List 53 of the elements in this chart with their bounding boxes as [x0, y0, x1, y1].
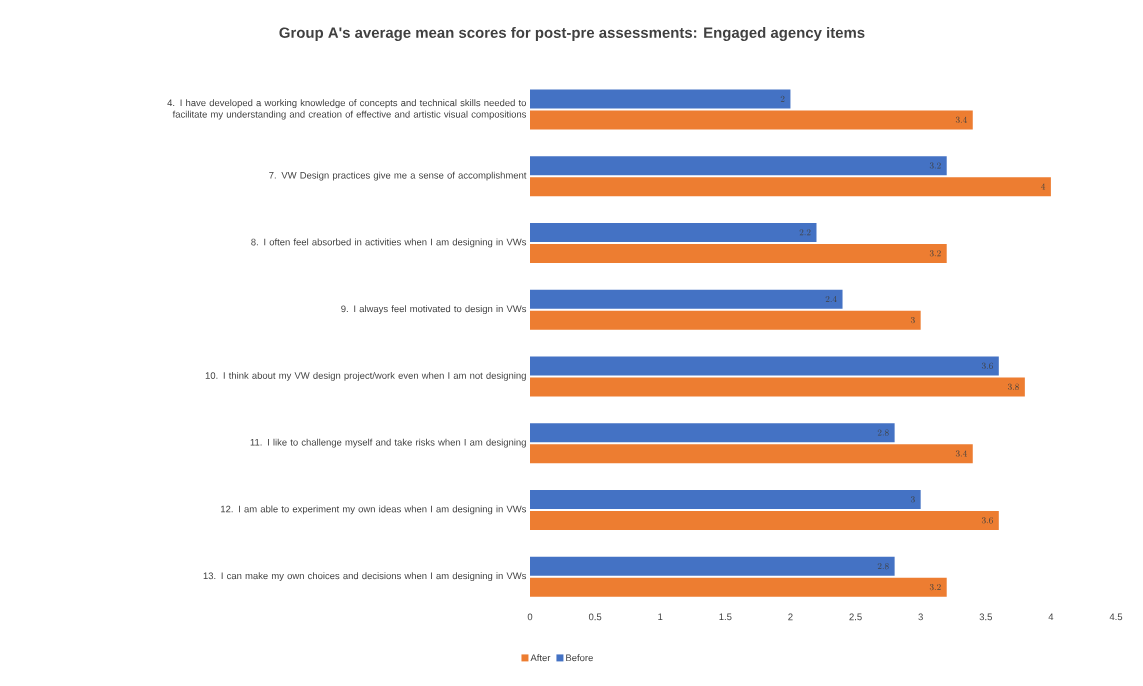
bar	[530, 289, 843, 309]
x-tick-label: 2	[788, 613, 793, 621]
bar	[530, 110, 973, 130]
x-tick-label: 0.5	[588, 613, 602, 621]
y-tick-label: 13. I can make my own choices and decisions when I am designing in VWs	[203, 572, 527, 582]
bar	[530, 377, 1025, 397]
x-tick-label: 4.5	[1109, 613, 1123, 621]
x-tick-label: 4	[1048, 613, 1054, 621]
y-tick-label: 11. I like to challenge myself and take risks when I am designing	[250, 438, 526, 448]
data-label: 3.6	[981, 362, 993, 369]
bar	[530, 577, 947, 597]
bar	[530, 489, 921, 509]
data-label: 2.2	[799, 229, 811, 236]
data-label: 3.2	[929, 584, 941, 591]
data-label: 3	[910, 496, 915, 503]
data-label: 3.4	[955, 116, 967, 123]
bar	[530, 510, 999, 530]
bar	[530, 444, 973, 464]
y-tick-label: 7. VW Design practices give me a sense of accomplishment	[269, 171, 527, 181]
data-label: 2.8	[877, 563, 889, 570]
x-tick-label: 1	[658, 613, 663, 621]
data-label: 2.8	[877, 429, 889, 436]
x-tick-label: 3	[918, 613, 923, 621]
bar	[530, 423, 895, 443]
x-tick-label: 0	[527, 613, 533, 621]
legend-label: After	[530, 654, 551, 662]
x-tick-label: 3.5	[979, 613, 992, 621]
y-tick-label: 8. I often feel absorbed in activities when I am designing in VWs	[251, 238, 527, 248]
y-tick-label: 12. I am able to experiment my own ideas when I am designing in VWs	[221, 505, 527, 515]
y-tick-label: 10. I think about my VW design project/work even when I am not designing	[205, 371, 526, 381]
data-label: 3.2	[929, 250, 941, 257]
data-label: 3	[910, 317, 915, 324]
data-label: 3.4	[955, 450, 967, 457]
data-label: 3.6	[981, 517, 993, 524]
data-label: 3.8	[1007, 383, 1019, 390]
legend-label: Before	[566, 654, 593, 662]
x-tick-label: 2.5	[849, 613, 862, 621]
y-tick-label: 4. I have developed a working knowledge of concepts and technical skills needed to facilitate my understanding and creation of effective and artistic visual compositions	[167, 99, 527, 120]
x-tick-label: 1.5	[719, 613, 732, 621]
bar	[530, 356, 999, 376]
data-label: 2.4	[825, 295, 837, 303]
data-label: 3.2	[929, 162, 941, 169]
chart-title: Group A's average mean scores for post-pre assessments: Engaged agency items	[279, 26, 865, 41]
bar	[530, 177, 1051, 197]
data-label: 4	[1041, 183, 1046, 190]
y-tick-label: 9. I always feel motivated to design in VWs	[341, 305, 527, 315]
bar	[530, 222, 817, 242]
bar	[530, 243, 947, 263]
bar	[530, 89, 791, 109]
bar	[530, 156, 947, 176]
data-label: 2	[780, 95, 785, 102]
bar	[530, 310, 921, 330]
bar	[530, 556, 895, 576]
